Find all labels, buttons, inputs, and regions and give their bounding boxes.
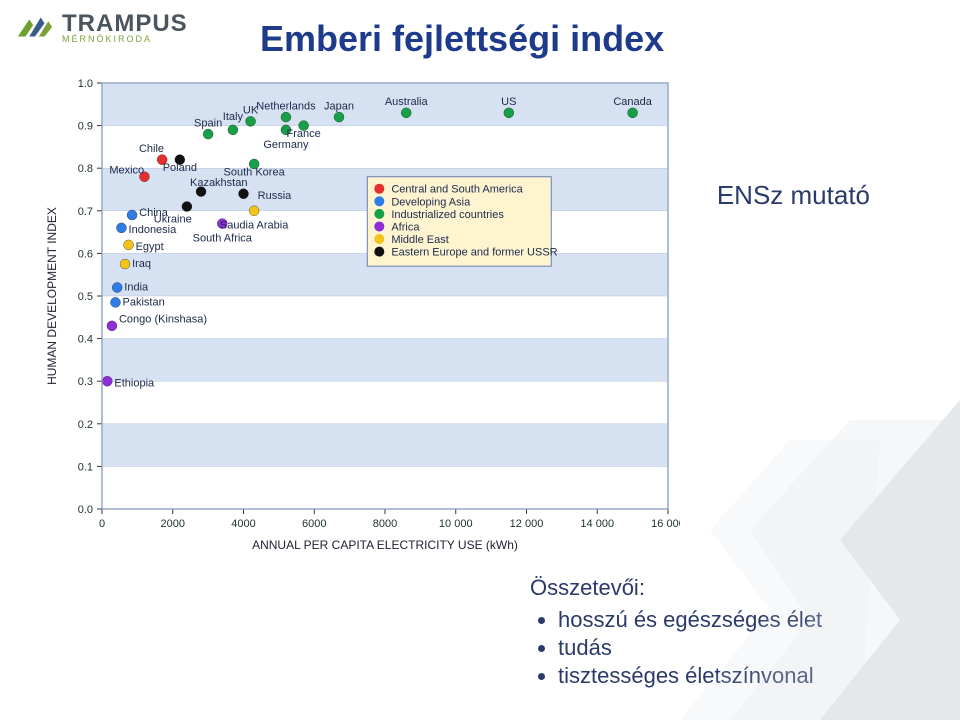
svg-text:US: US: [501, 96, 516, 108]
svg-text:0.5: 0.5: [78, 291, 93, 303]
svg-text:South Korea: South Korea: [224, 166, 286, 178]
svg-text:Middle East: Middle East: [391, 234, 448, 246]
svg-text:Chile: Chile: [139, 143, 164, 155]
components-item: tisztességes életszínvonal: [558, 663, 822, 689]
svg-text:Russia: Russia: [258, 190, 293, 202]
svg-text:Germany: Germany: [263, 139, 309, 151]
brand-mark-icon: [16, 8, 54, 46]
components-header: Összetevői:: [530, 575, 822, 601]
svg-text:6000: 6000: [302, 518, 326, 530]
svg-text:Italy: Italy: [223, 111, 244, 123]
svg-text:France: France: [287, 128, 321, 140]
svg-text:12 000: 12 000: [510, 518, 544, 530]
svg-text:Pakistan: Pakistan: [123, 296, 165, 308]
slide-title: Emberi fejlettségi index: [260, 18, 664, 60]
svg-text:0.1: 0.1: [78, 461, 93, 473]
svg-text:Netherlands: Netherlands: [256, 100, 316, 112]
svg-text:8000: 8000: [373, 518, 397, 530]
svg-text:Canada: Canada: [613, 96, 652, 108]
svg-text:Kazakhstan: Kazakhstan: [190, 177, 247, 189]
svg-text:Ethiopia: Ethiopia: [114, 377, 155, 389]
components-item: hosszú és egészséges élet: [558, 607, 822, 633]
hdi-chart: 0.0 0.1 0.2 0.3 0.4 0.5 0.6 0.7 0.8 0.9 1.0 0 2000 40…: [40, 75, 680, 560]
side-note: ENSz mutató: [717, 180, 870, 211]
svg-text:0.6: 0.6: [78, 248, 93, 260]
svg-text:Iraq: Iraq: [132, 258, 151, 270]
svg-text:1.0: 1.0: [78, 78, 93, 90]
svg-text:Industrialized countries: Industrialized countries: [391, 209, 504, 221]
svg-text:India: India: [124, 281, 149, 293]
svg-text:0.3: 0.3: [78, 376, 93, 388]
brand-text: TRAMPUS MÉRNÖKIRODA: [62, 10, 188, 44]
svg-text:14 000: 14 000: [580, 518, 614, 530]
svg-text:ANNUAL PER CAPITA ELECTRICITY: ANNUAL PER CAPITA ELECTRICITY USE (kWh): [252, 538, 518, 552]
svg-text:Central and South America: Central and South America: [391, 184, 523, 196]
svg-text:Australia: Australia: [385, 96, 429, 108]
svg-text:0.9: 0.9: [78, 121, 93, 133]
svg-text:Eastern Europe and former USSR: Eastern Europe and former USSR: [391, 247, 557, 259]
svg-text:0.4: 0.4: [78, 334, 93, 346]
svg-text:Spain: Spain: [194, 117, 222, 129]
svg-text:HUMAN DEVELOPMENT INDEX: HUMAN DEVELOPMENT INDEX: [45, 207, 59, 385]
svg-text:Mexico: Mexico: [109, 164, 144, 176]
components-item: tudás: [558, 635, 822, 661]
components-list: hosszú és egészséges élet tudás tisztess…: [530, 607, 822, 689]
svg-text:0: 0: [99, 518, 105, 530]
svg-text:Poland: Poland: [163, 162, 197, 174]
svg-text:2000: 2000: [161, 518, 185, 530]
svg-text:South Africa: South Africa: [193, 232, 253, 244]
svg-text:10 000: 10 000: [439, 518, 473, 530]
svg-text:4000: 4000: [231, 518, 255, 530]
svg-text:Japan: Japan: [324, 100, 354, 112]
svg-text:Africa: Africa: [391, 221, 420, 233]
svg-text:Saudia Arabia: Saudia Arabia: [220, 220, 289, 232]
svg-text:Ukraine: Ukraine: [154, 213, 192, 225]
svg-text:0.0: 0.0: [78, 504, 93, 516]
components-block: Összetevői: hosszú és egészséges élet tu…: [530, 575, 822, 691]
svg-text:Congo (Kinshasa): Congo (Kinshasa): [119, 313, 207, 325]
svg-text:0.8: 0.8: [78, 163, 93, 175]
svg-text:16 000: 16 000: [651, 518, 680, 530]
svg-text:0.2: 0.2: [78, 419, 93, 431]
svg-text:Egypt: Egypt: [136, 241, 164, 253]
svg-text:0.7: 0.7: [78, 206, 93, 218]
svg-text:Developing Asia: Developing Asia: [391, 196, 471, 208]
brand-logo: TRAMPUS MÉRNÖKIRODA: [16, 8, 188, 46]
svg-text:Indonesia: Indonesia: [129, 224, 178, 236]
